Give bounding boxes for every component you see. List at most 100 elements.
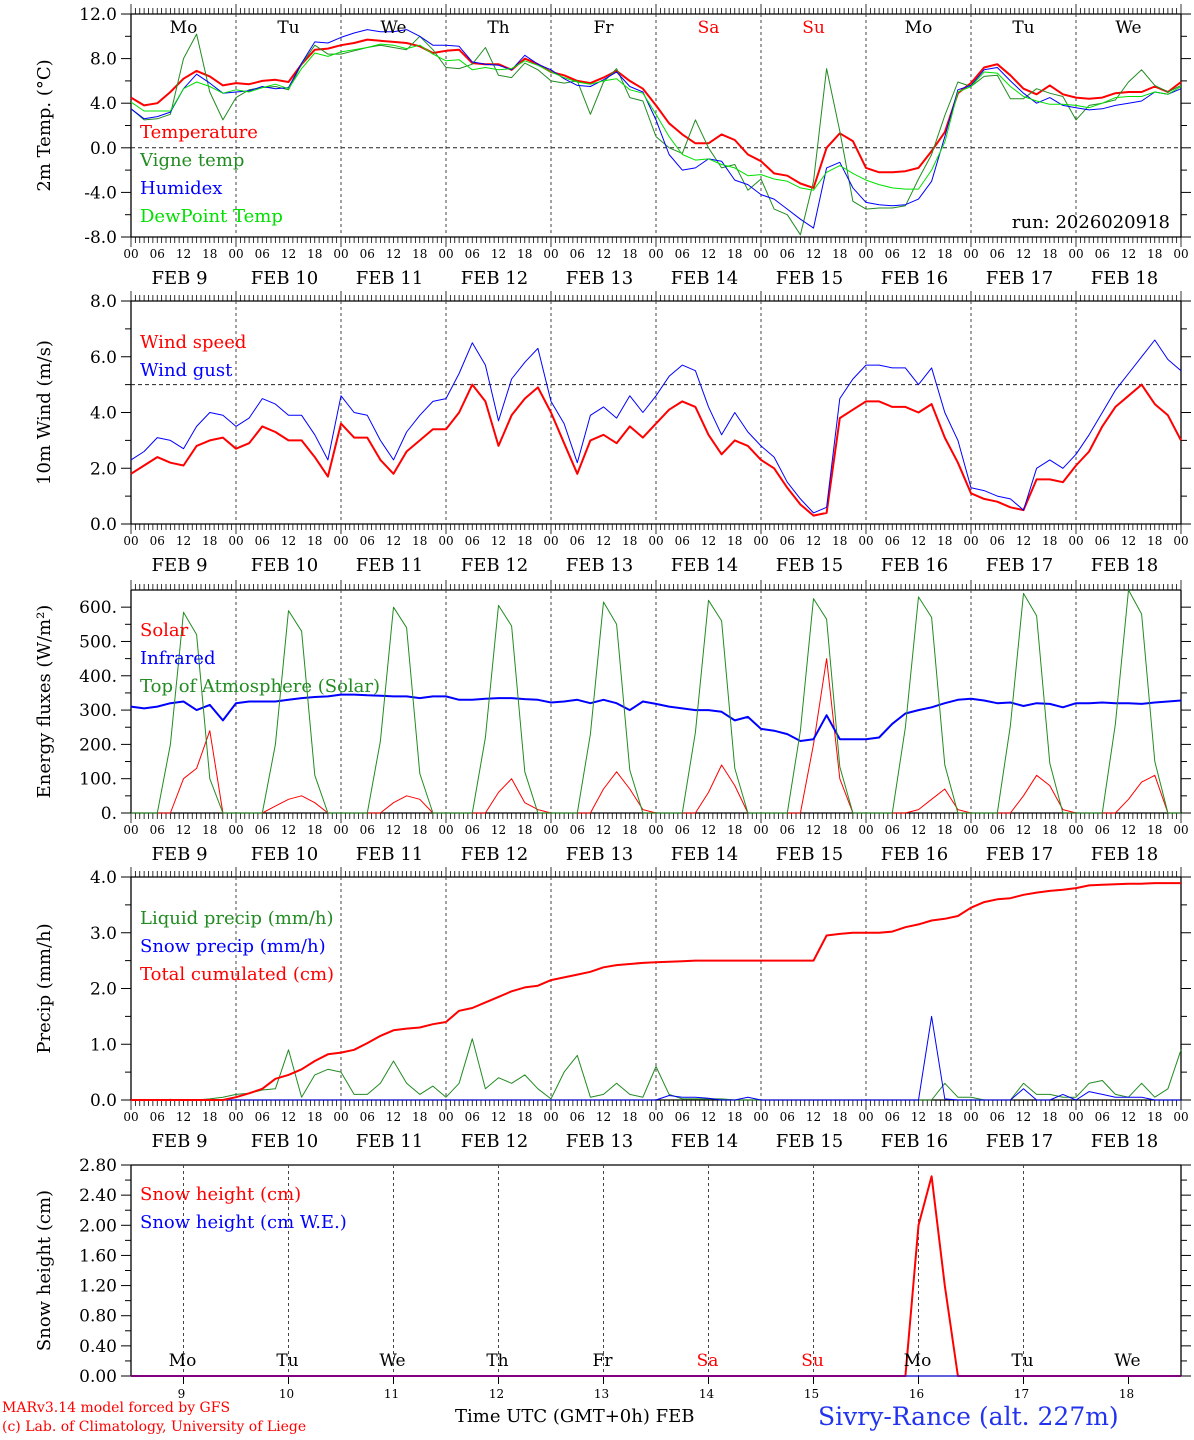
hour-label: 12 <box>596 823 611 837</box>
hour-label: 06 <box>885 823 900 837</box>
legend-item: Total cumulated (cm) <box>140 964 334 985</box>
hour-label: 18 <box>1042 1110 1057 1124</box>
hour-label: 18 <box>517 247 532 261</box>
hour-label: 12 <box>806 534 821 548</box>
legend-item: Wind gust <box>140 360 233 381</box>
panel-2: 00 06 12 18 00 06 12 18 00 06 12 18 00 06 12 18 00 06 12 18… <box>34 291 1191 576</box>
hour-label: 06 <box>465 823 480 837</box>
hour-label: 06 <box>360 247 375 261</box>
hour-label: 18 <box>307 247 322 261</box>
hour-label: 12 <box>491 247 506 261</box>
day-of-week-label: We <box>1115 18 1141 38</box>
date-label: FEB 16 <box>881 555 948 576</box>
hour-label: 12 <box>1016 534 1031 548</box>
date-label: FEB 18 <box>1091 268 1158 289</box>
hour-label: 00 <box>123 823 138 837</box>
hour-label: 18 <box>307 1110 322 1124</box>
hour-label: 12 <box>701 247 716 261</box>
hour-label: 12 <box>596 247 611 261</box>
day-of-week-label: Su <box>802 18 825 38</box>
hour-label: 12 <box>491 1110 506 1124</box>
hour-label: 12 <box>386 1110 401 1124</box>
y-tick-label: 4.0 <box>90 868 117 888</box>
hour-label: 18 <box>412 1110 427 1124</box>
hour-label: 18 <box>937 1110 952 1124</box>
date-label: FEB 9 <box>151 1131 207 1152</box>
xaxis-title: Time UTC (GMT+0h) FEB <box>455 1406 694 1427</box>
day-of-week-label: Fr <box>594 18 615 38</box>
y-tick-label: -8.0 <box>84 228 117 248</box>
hour-label: 00 <box>123 534 138 548</box>
date-label: FEB 17 <box>986 555 1053 576</box>
y-tick-label: 600. <box>79 598 117 618</box>
hour-label: 00 <box>648 247 663 261</box>
station-title: Sivry-Rance (alt. 227m) <box>818 1402 1119 1431</box>
hour-label: 12 <box>386 534 401 548</box>
day-of-week-label: Sa <box>698 18 720 38</box>
y-tick-label: 3.0 <box>90 924 117 944</box>
date-label: FEB 9 <box>151 844 207 865</box>
hour-label: 00 <box>753 823 768 837</box>
panel-4: 00 06 12 18 00 06 12 18 00 06 12 18 00 06 12 18 00 06 12 18… <box>34 867 1191 1152</box>
hour-label: 06 <box>780 534 795 548</box>
hour-label: 00 <box>1173 534 1188 548</box>
hour-label: 18 <box>622 1110 637 1124</box>
y-tick-label: 2.80 <box>79 1156 117 1176</box>
legend-item: Snow height (cm W.E.) <box>140 1212 347 1233</box>
hour-label: 00 <box>858 1110 873 1124</box>
hour-label: 18 <box>832 247 847 261</box>
run-annotation: run: 2026020918 <box>1012 212 1170 233</box>
hour-label: 12 <box>701 1110 716 1124</box>
hour-label: 12 <box>911 823 926 837</box>
y-tick-label: 1.60 <box>79 1246 117 1266</box>
hour-label: 12 <box>701 823 716 837</box>
y-tick-label: 6.0 <box>90 348 117 368</box>
hour-label: 12 <box>1016 1110 1031 1124</box>
hour-label: 06 <box>1095 823 1110 837</box>
panel-1: 00 06 12 18 00 06 12 18 00 06 12 18 00 06 12 18 00 06 12 18… <box>34 4 1191 289</box>
hour-label: 00 <box>963 823 978 837</box>
series-wind-gust <box>130 339 1182 514</box>
date-label: FEB 10 <box>251 844 318 865</box>
y-tick-label: 0.0 <box>90 1091 117 1111</box>
legend-item: Wind speed <box>140 332 246 353</box>
hour-label: 06 <box>570 534 585 548</box>
hour-label: 18 <box>622 247 637 261</box>
day-of-week-label: Th <box>486 1351 508 1371</box>
month-label: FEB <box>655 1406 695 1427</box>
hour-label: 06 <box>465 247 480 261</box>
legend-item: Liquid precip (mm/h) <box>140 908 334 929</box>
hour-label: 18 <box>307 823 322 837</box>
hour-label: 06 <box>360 534 375 548</box>
hour-label: 00 <box>1173 1110 1188 1124</box>
y-tick-label: 500. <box>79 632 117 652</box>
hour-label: 18 <box>412 247 427 261</box>
series-wind-speed <box>130 383 1182 517</box>
hour-label: 00 <box>1068 247 1083 261</box>
date-label: FEB 13 <box>566 268 633 289</box>
date-label: FEB 18 <box>1091 1131 1158 1152</box>
hour-label: 18 <box>622 534 637 548</box>
hour-label: 12 <box>386 247 401 261</box>
date-label: FEB 10 <box>251 1131 318 1152</box>
y-tick-label: 12.0 <box>79 5 117 25</box>
hour-label: 12 <box>806 247 821 261</box>
hour-label: 00 <box>123 247 138 261</box>
hour-label: 18 <box>202 534 217 548</box>
hour-label: 00 <box>228 823 243 837</box>
day-number-label: 15 <box>804 1387 819 1401</box>
hour-label: 00 <box>123 1110 138 1124</box>
hour-label: 06 <box>675 823 690 837</box>
hour-label: 18 <box>727 823 742 837</box>
hour-label: 18 <box>412 534 427 548</box>
day-of-week-label: Tu <box>277 18 299 38</box>
legend-item: Temperature <box>140 122 258 143</box>
hour-label: 00 <box>438 823 453 837</box>
hour-label: 18 <box>412 823 427 837</box>
y-tick-label: 0.00 <box>79 1367 117 1387</box>
hour-label: 18 <box>937 247 952 261</box>
date-label: FEB 18 <box>1091 844 1158 865</box>
panel-3: 00 06 12 18 00 06 12 18 00 06 12 18 00 06 12 18 00 06 12 18… <box>34 580 1191 865</box>
hour-label: 06 <box>570 1110 585 1124</box>
y-tick-label: 4.0 <box>90 94 117 114</box>
